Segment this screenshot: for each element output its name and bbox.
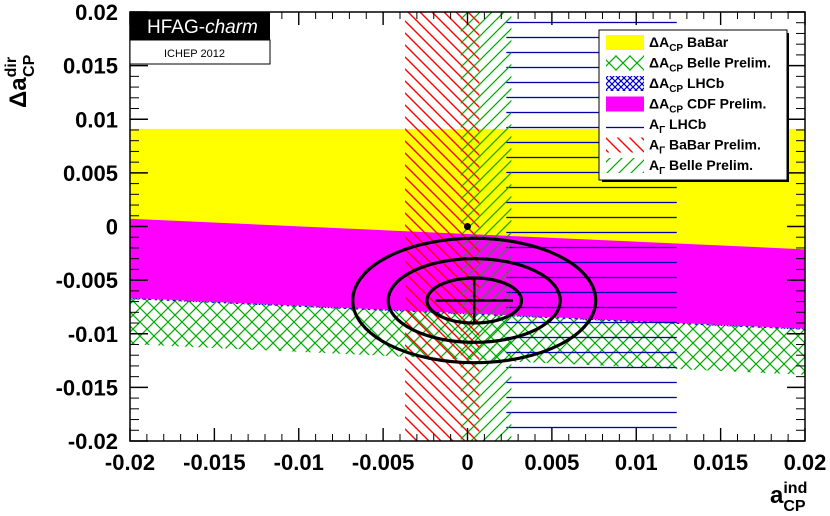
confidence-contour-2 [386,257,562,344]
y-tick-label: 0.01 [75,107,118,132]
legend-entry: ΔACP CDF Prelim. [606,96,766,116]
banner-conf-box [129,39,271,65]
legend-swatch [606,35,644,50]
legend-shadow-right [787,33,789,182]
y-axis-title: ΔadirCP [3,54,38,108]
legend-swatch [606,137,644,153]
x-tick-label: -0.01 [274,450,324,475]
legend-swatch [606,96,644,112]
legend-swatch [606,158,644,173]
y-tick-label: -0.005 [56,268,118,293]
y-tick-label: -0.015 [56,375,118,400]
x-tick-label: -0.015 [183,450,245,475]
x-tick-label: 0.02 [784,450,827,475]
confidence-contour-3 [351,236,598,365]
legend-swatch [606,76,644,91]
legend-entry: AΓ BaBar Prelim. [606,137,761,157]
x-tick-label: 0.005 [524,450,579,475]
legend-label: ΔACP BaBar [649,34,729,54]
contour-layer [351,223,598,365]
banner-title: HFAG-charm [147,17,258,38]
x-tick-labels: -0.02 -0.015 -0.01 -0.005 0 0.005 0.01 0.015 0.0… [105,450,826,475]
x-tick-label: -0.005 [352,450,414,475]
x-tick-label: 0.015 [693,450,748,475]
legend-entry: ΔACP LHCb [606,75,724,95]
legend-entry: ΔACP BaBar [606,34,729,54]
legend-entry: AΓ LHCb [606,116,706,136]
legend-label: AΓ Belle Prelim. [649,157,753,177]
y-tick-label: -0.01 [68,322,118,347]
x-tick-label: -0.02 [105,450,155,475]
legend-label: ΔACP LHCb [649,75,724,95]
legend-label: ΔACP Belle Prelim. [649,55,771,75]
legend-entry: ΔACP Belle Prelim. [606,55,771,75]
y-tick-label: 0.015 [63,54,118,79]
legend-label: ΔACP CDF Prelim. [649,96,766,116]
x-axis-title: aind CP [770,480,807,515]
x-tick-label: 0.01 [615,450,658,475]
y-tick-label: 0.02 [75,0,118,25]
legend-entry: AΓ Belle Prelim. [606,157,753,177]
legend-swatch [606,117,644,132]
banner-conference: ICHEP 2012 [164,48,225,60]
legend-swatch [606,55,644,71]
legend-label: AΓ BaBar Prelim. [649,137,761,157]
hfag-banner: HFAG-charm ICHEP 2012 [129,12,271,65]
y-tick-labels: -0.02 -0.015 -0.01 -0.005 0 0.005 0.01 0.015 0.0… [56,0,118,454]
axis-ticks [129,11,806,442]
svg-text:ΔadirCP: ΔadirCP [3,54,38,108]
banner-title-box [130,12,270,40]
x-tick-label: 0 [461,450,473,475]
legend-label: AΓ LHCb [649,116,706,136]
y-tick-label: 0.005 [63,161,118,186]
y-tick-label: -0.02 [68,429,118,454]
no-cpv-point [464,223,471,230]
y-tick-label: 0 [106,215,118,240]
legend-shadow-bottom [602,180,789,182]
